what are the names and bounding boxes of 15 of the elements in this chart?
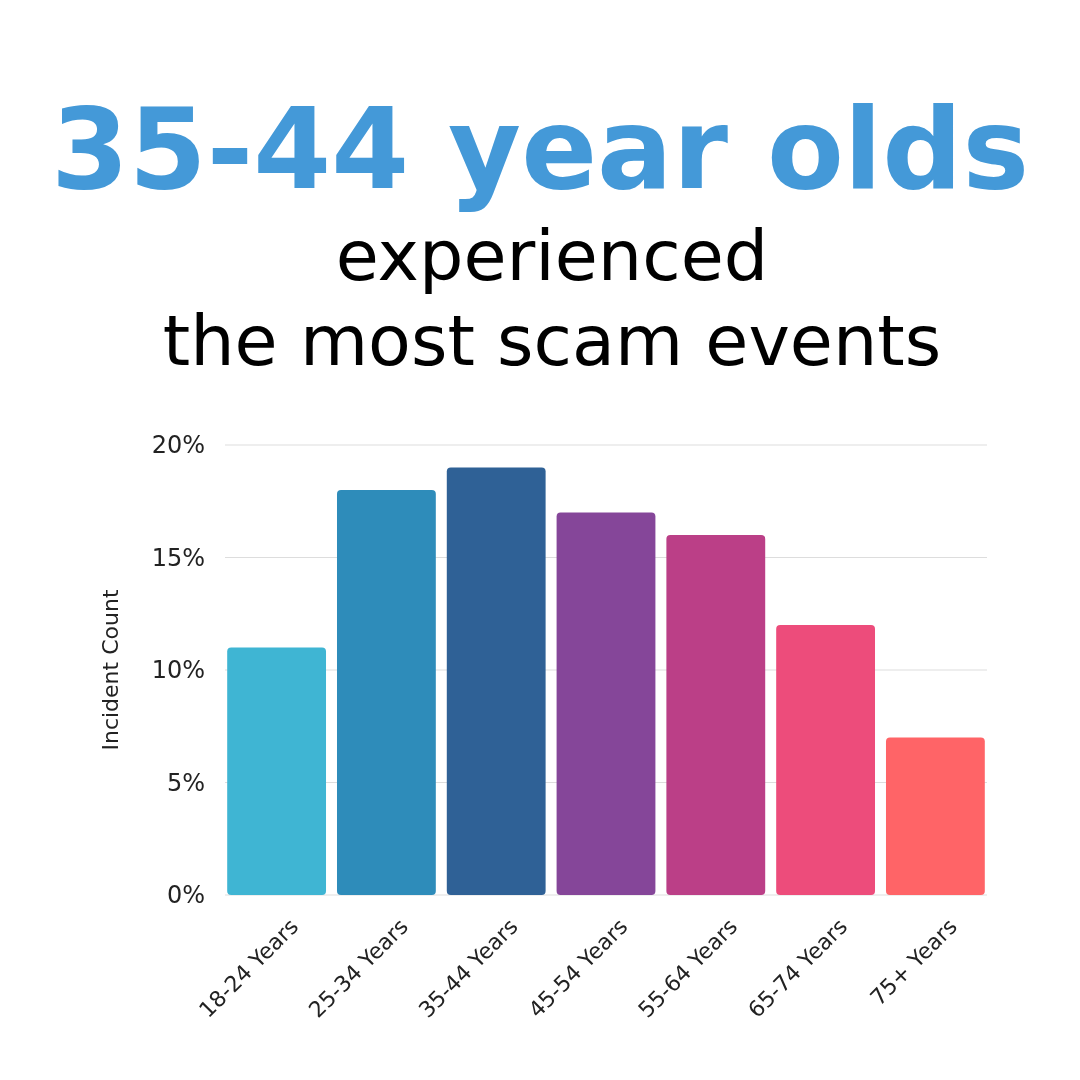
bar — [885, 737, 985, 895]
bar — [227, 647, 327, 895]
bar — [666, 535, 766, 895]
bar — [446, 467, 546, 895]
chart-subtitle: experienced the most scam events — [162, 215, 942, 382]
chart-title: 35-44 year olds — [50, 84, 1030, 214]
bar — [556, 512, 656, 895]
bar — [776, 625, 876, 895]
bar — [336, 490, 436, 895]
y-tick-label: 0% — [166, 881, 205, 910]
y-axis-title: Incident Count — [98, 589, 123, 751]
y-tick-label: 20% — [151, 431, 205, 460]
y-tick-label: 15% — [151, 543, 205, 572]
y-tick-label: 10% — [151, 656, 205, 685]
y-tick-label: 5% — [166, 768, 205, 797]
